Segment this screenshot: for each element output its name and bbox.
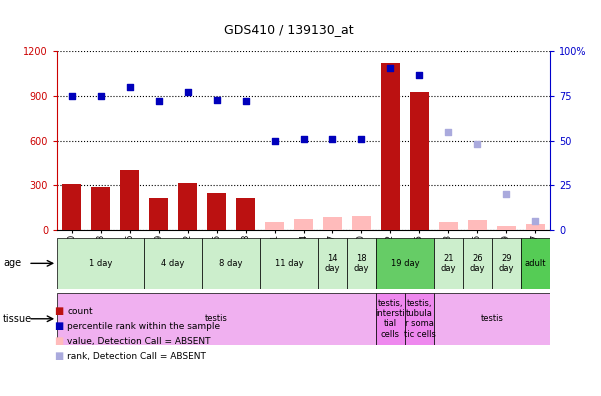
- Text: count: count: [67, 307, 93, 316]
- Point: [183, 89, 192, 95]
- Point: [241, 98, 251, 105]
- Bar: [207, 192, 226, 230]
- Text: 11 day: 11 day: [275, 259, 304, 268]
- Bar: [91, 187, 110, 230]
- Bar: [202, 238, 260, 289]
- Text: 18
day: 18 day: [354, 254, 369, 273]
- Text: rank, Detection Call = ABSENT: rank, Detection Call = ABSENT: [67, 352, 206, 361]
- Text: tissue: tissue: [3, 314, 32, 324]
- Bar: [497, 226, 516, 230]
- Bar: [439, 221, 458, 230]
- Bar: [347, 238, 376, 289]
- Bar: [352, 215, 371, 230]
- Bar: [434, 238, 463, 289]
- Bar: [62, 184, 81, 230]
- Bar: [265, 221, 284, 230]
- Bar: [492, 238, 521, 289]
- Point: [531, 217, 540, 224]
- Point: [415, 71, 424, 78]
- Point: [67, 93, 76, 99]
- Point: [472, 141, 482, 147]
- Text: testis: testis: [480, 314, 504, 323]
- Bar: [405, 293, 434, 345]
- Bar: [149, 198, 168, 230]
- Text: 26
day: 26 day: [470, 254, 485, 273]
- Text: testis: testis: [205, 314, 228, 323]
- Bar: [381, 63, 400, 230]
- Text: 8 day: 8 day: [219, 259, 243, 268]
- Point: [356, 135, 366, 142]
- Text: 14
day: 14 day: [325, 254, 340, 273]
- Point: [444, 128, 453, 135]
- Bar: [120, 170, 139, 230]
- Point: [270, 137, 279, 144]
- Bar: [323, 217, 342, 230]
- Bar: [318, 238, 347, 289]
- Text: 29
day: 29 day: [499, 254, 514, 273]
- Bar: [521, 238, 550, 289]
- Point: [386, 64, 395, 70]
- Bar: [236, 198, 255, 230]
- Text: ■: ■: [54, 321, 63, 331]
- Bar: [294, 219, 313, 230]
- Text: value, Detection Call = ABSENT: value, Detection Call = ABSENT: [67, 337, 211, 346]
- Bar: [376, 238, 434, 289]
- Point: [154, 98, 163, 105]
- Point: [125, 84, 135, 90]
- Text: ■: ■: [54, 351, 63, 362]
- Bar: [463, 238, 492, 289]
- Bar: [144, 238, 202, 289]
- Text: percentile rank within the sample: percentile rank within the sample: [67, 322, 221, 331]
- Bar: [178, 183, 197, 230]
- Text: age: age: [3, 258, 21, 268]
- Text: adult: adult: [525, 259, 546, 268]
- Point: [96, 93, 105, 99]
- Text: 4 day: 4 day: [161, 259, 185, 268]
- Text: 1 day: 1 day: [89, 259, 112, 268]
- Point: [212, 96, 221, 103]
- Text: 21
day: 21 day: [441, 254, 456, 273]
- Text: 19 day: 19 day: [391, 259, 419, 268]
- Bar: [376, 293, 405, 345]
- Bar: [526, 224, 545, 230]
- Bar: [57, 293, 376, 345]
- Bar: [410, 91, 429, 230]
- Text: testis,
intersti
tial
cells: testis, intersti tial cells: [376, 299, 405, 339]
- Point: [299, 135, 308, 142]
- Text: ■: ■: [54, 306, 63, 316]
- Text: ■: ■: [54, 336, 63, 346]
- Bar: [57, 238, 144, 289]
- Bar: [260, 238, 318, 289]
- Point: [328, 135, 337, 142]
- Point: [502, 191, 511, 197]
- Text: GDS410 / 139130_at: GDS410 / 139130_at: [224, 23, 353, 36]
- Text: testis,
tubula
r soma
tic cells: testis, tubula r soma tic cells: [403, 299, 435, 339]
- Bar: [434, 293, 550, 345]
- Bar: [468, 220, 487, 230]
